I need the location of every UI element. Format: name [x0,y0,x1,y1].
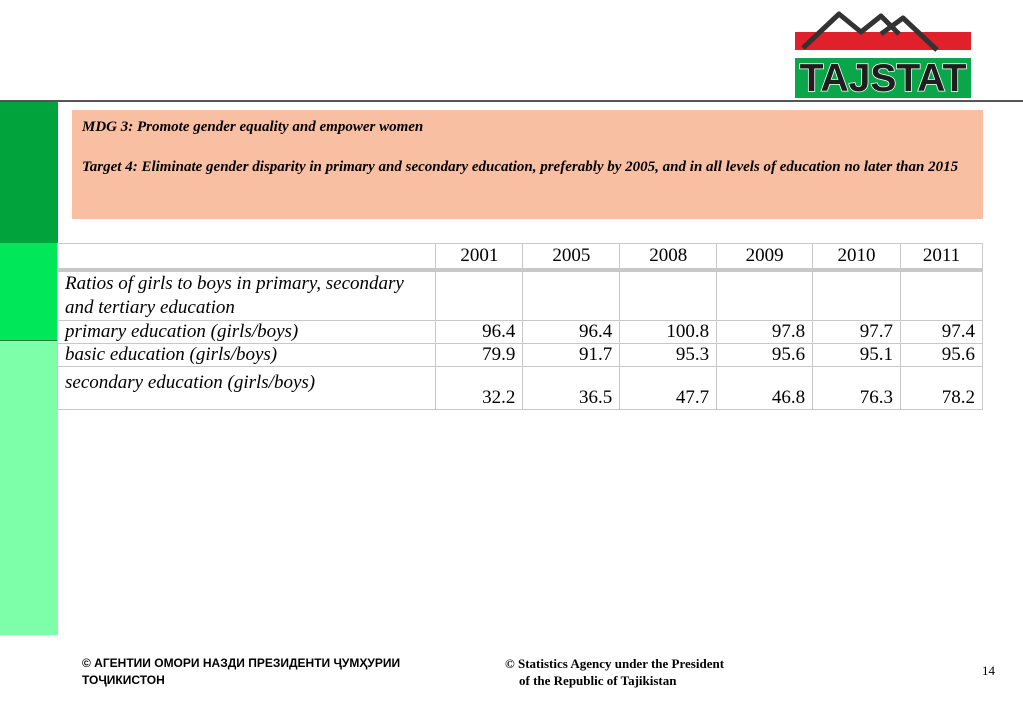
table-cell: 97.8 [716,320,814,344]
side-bar-mid [0,243,58,341]
footer-tajik-line1: © АГЕНТИИ ОМОРИ НАЗДИ ПРЕЗИДЕНТИ ҶУМҲУРИ… [82,656,401,670]
gender-ratio-table: 2001 2005 2008 2009 2010 2011 Ratios of … [56,243,983,410]
mdg-box: MDG 3: Promote gender equality and empow… [72,110,983,219]
table-cell: 32.2 [435,366,524,410]
table-cell [619,269,718,321]
table-cell: 78.2 [900,366,983,410]
table-cell [716,269,814,321]
year-header: 2011 [900,243,983,272]
table-row: secondary education (girls/boys) 32.2 36… [56,366,983,410]
table-cell [900,269,983,321]
table-cell: 96.4 [522,320,621,344]
footer-english-line1: © Statistics Agency under the President [505,656,725,671]
row-label: secondary education (girls/boys) [56,366,437,410]
footer-english-line2: of the Republic of Tajikistan [519,673,677,688]
year-header: 2001 [435,243,524,272]
table-cell [522,269,621,321]
table-cell: 91.7 [522,343,621,367]
table-header-row: 2001 2005 2008 2009 2010 2011 [56,243,983,272]
mdg-target: Target 4: Eliminate gender disparity in … [82,159,959,175]
year-header: 2008 [619,243,718,272]
row-label: basic education (girls/boys) [56,343,437,367]
table-cell [435,269,524,321]
row-label: Ratios of girls to boys in primary, seco… [56,269,437,321]
table-cell [812,269,901,321]
logo-green-stripe [795,58,971,98]
table-row: basic education (girls/boys) 79.9 91.7 9… [56,343,983,367]
footer-agency-english: © Statistics Agency under the President … [505,655,724,689]
side-bar-light [0,341,58,635]
table-cell: 95.3 [619,343,718,367]
table-cell: 100.8 [619,320,718,344]
year-header: 2010 [812,243,901,272]
tajstat-logo: TAJSTAT [795,11,971,98]
table-cell: 97.7 [812,320,901,344]
table-row: Ratios of girls to boys in primary, seco… [56,269,983,321]
page-number: 14 [982,663,995,678]
table-cell: 79.9 [435,343,524,367]
row-label: primary education (girls/boys) [56,320,437,344]
footer-tajik-line2: ТОҶИКИСТОН [82,673,165,687]
mdg-goal: MDG 3: Promote gender equality and empow… [82,119,424,135]
side-bar-separator [0,340,58,341]
table-cell: 95.1 [812,343,901,367]
table-cell: 95.6 [716,343,814,367]
table-cell: 97.4 [900,320,983,344]
logo-red-stripe [795,32,971,50]
side-bar-dark [0,102,58,243]
table-cell: 96.4 [435,320,524,344]
year-header: 2005 [522,243,621,272]
mountain-icon [801,11,901,50]
year-header: 2009 [716,243,814,272]
table-row: primary education (girls/boys) 96.4 96.4… [56,320,983,344]
table-cell: 47.7 [619,366,718,410]
table-cell: 46.8 [716,366,814,410]
header-divider [0,100,1023,102]
table-cell: 95.6 [900,343,983,367]
footer-agency-tajik: © АГЕНТИИ ОМОРИ НАЗДИ ПРЕЗИДЕНТИ ҶУМҲУРИ… [82,655,462,689]
table-cell: 36.5 [522,366,621,410]
logo-text: TAJSTAT [800,57,967,98]
table-cell: 76.3 [812,366,901,410]
header-empty-cell [56,243,437,272]
